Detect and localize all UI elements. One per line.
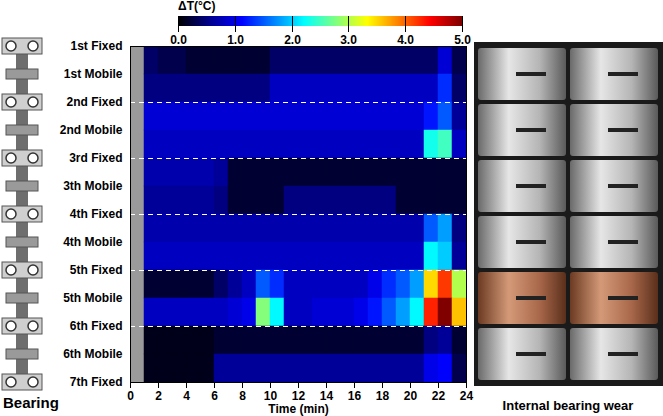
svg-text:24: 24 [460,389,474,403]
svg-text:2.0: 2.0 [284,33,301,47]
svg-text:10: 10 [263,389,278,403]
svg-text:Time (min): Time (min) [268,402,328,416]
svg-text:2nd Fixed: 2nd Fixed [66,95,122,109]
svg-text:5th Fixed: 5th Fixed [70,263,123,277]
svg-text:8: 8 [239,389,246,403]
svg-text:7th Fixed: 7th Fixed [70,375,123,389]
svg-text:ΔT(°C): ΔT(°C) [178,0,215,13]
svg-text:1st Mobile: 1st Mobile [64,67,123,81]
svg-text:4th Fixed: 4th Fixed [70,207,123,221]
svg-text:2: 2 [155,389,162,403]
svg-text:0.0: 0.0 [170,33,187,47]
svg-text:18: 18 [376,389,390,403]
svg-text:12: 12 [291,389,306,403]
svg-text:4th Mobile: 4th Mobile [63,235,123,249]
svg-text:2nd Mobile: 2nd Mobile [60,123,123,137]
svg-text:4.0: 4.0 [397,33,414,47]
svg-text:6th Fixed: 6th Fixed [70,319,123,333]
svg-text:Bearing: Bearing [3,394,59,411]
svg-text:3th Mobile: 3th Mobile [63,179,123,193]
svg-text:1.0: 1.0 [227,33,244,47]
svg-text:14: 14 [319,389,334,403]
svg-text:5.0: 5.0 [454,33,471,47]
svg-text:16: 16 [348,389,362,403]
svg-text:20: 20 [404,389,418,403]
svg-text:0: 0 [127,389,134,403]
svg-text:6: 6 [211,389,218,403]
svg-text:22: 22 [432,389,446,403]
svg-text:4: 4 [183,389,190,403]
svg-text:3rd Fixed: 3rd Fixed [69,151,122,165]
svg-text:1st Fixed: 1st Fixed [70,40,122,53]
svg-text:3.0: 3.0 [340,33,357,47]
svg-text:Internal bearing wear: Internal bearing wear [503,398,634,413]
svg-text:6th Mobile: 6th Mobile [63,347,123,361]
svg-text:5th Mobile: 5th Mobile [63,291,123,305]
